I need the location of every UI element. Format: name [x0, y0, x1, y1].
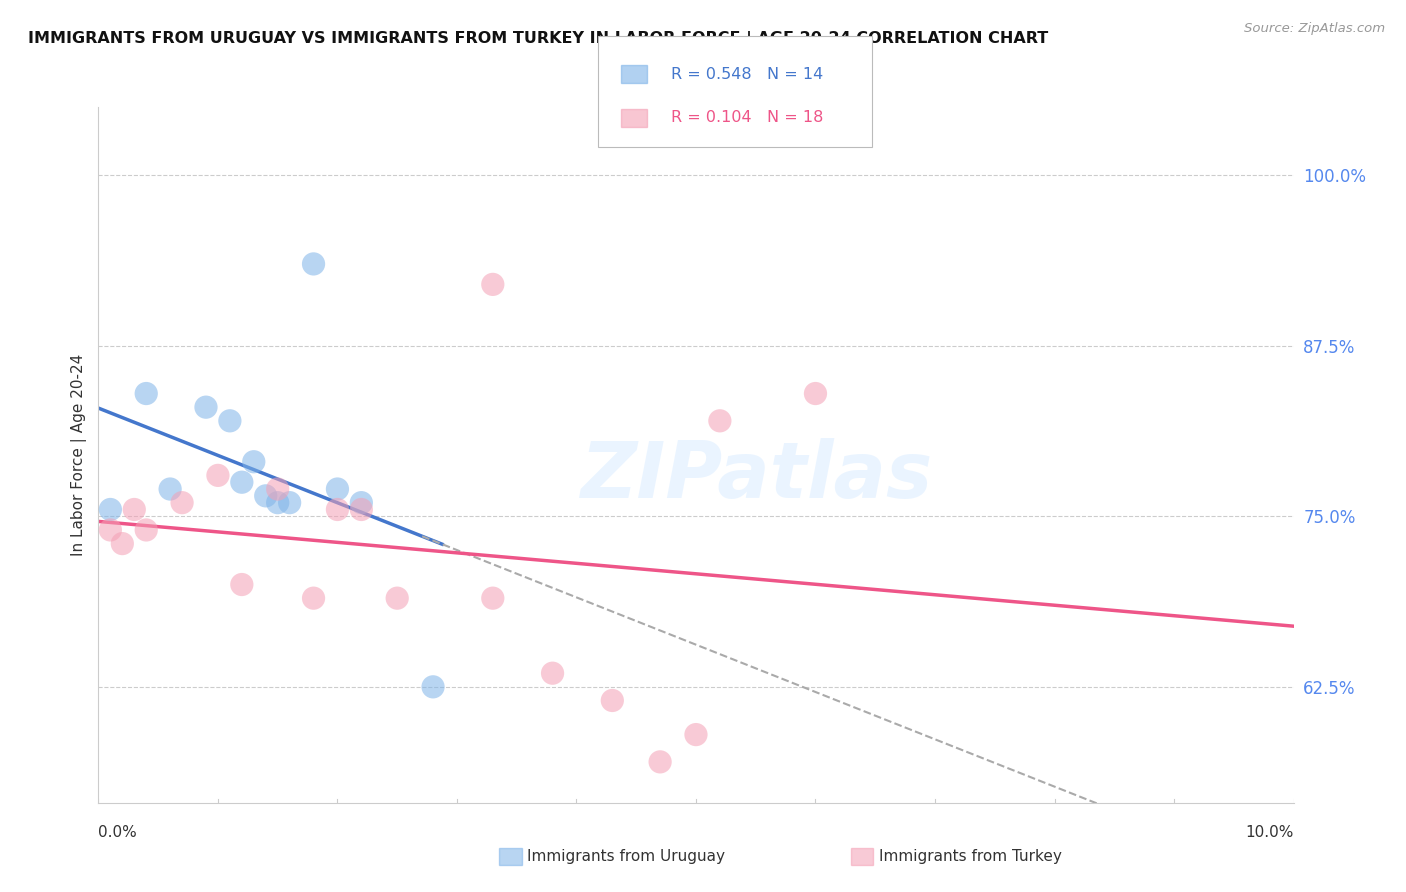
Point	[804, 386, 827, 401]
Point	[219, 414, 242, 428]
Text: Immigrants from Uruguay: Immigrants from Uruguay	[527, 849, 725, 863]
Point	[482, 277, 505, 292]
Text: ZIPatlas: ZIPatlas	[579, 438, 932, 514]
Point	[207, 468, 229, 483]
Point	[267, 496, 290, 510]
Point	[422, 680, 444, 694]
Point	[231, 577, 253, 591]
Point	[243, 455, 266, 469]
Point	[350, 502, 373, 516]
Text: R = 0.548   N = 14: R = 0.548 N = 14	[671, 67, 823, 81]
Point	[350, 496, 373, 510]
Point	[159, 482, 181, 496]
Point	[195, 400, 218, 414]
Point	[98, 523, 122, 537]
Text: R = 0.104   N = 18: R = 0.104 N = 18	[671, 111, 823, 125]
Point	[326, 502, 349, 516]
Point	[541, 666, 564, 681]
Point	[302, 591, 325, 606]
Point	[172, 496, 194, 510]
Text: Immigrants from Turkey: Immigrants from Turkey	[879, 849, 1062, 863]
Point	[98, 502, 122, 516]
Point	[254, 489, 277, 503]
Point	[135, 386, 157, 401]
Point	[231, 475, 253, 490]
Point	[124, 502, 146, 516]
Text: 0.0%: 0.0%	[98, 825, 138, 840]
Text: Source: ZipAtlas.com: Source: ZipAtlas.com	[1244, 22, 1385, 36]
Text: IMMIGRANTS FROM URUGUAY VS IMMIGRANTS FROM TURKEY IN LABOR FORCE | AGE 20-24 COR: IMMIGRANTS FROM URUGUAY VS IMMIGRANTS FR…	[28, 31, 1049, 47]
Text: 10.0%: 10.0%	[1246, 825, 1294, 840]
Point	[482, 591, 505, 606]
Y-axis label: In Labor Force | Age 20-24: In Labor Force | Age 20-24	[72, 354, 87, 556]
Point	[111, 536, 134, 550]
Point	[709, 414, 731, 428]
Point	[385, 591, 409, 606]
Point	[302, 257, 325, 271]
Point	[135, 523, 157, 537]
Point	[278, 496, 301, 510]
Point	[267, 482, 290, 496]
Point	[650, 755, 672, 769]
Point	[685, 728, 707, 742]
Point	[326, 482, 349, 496]
Point	[602, 693, 624, 707]
